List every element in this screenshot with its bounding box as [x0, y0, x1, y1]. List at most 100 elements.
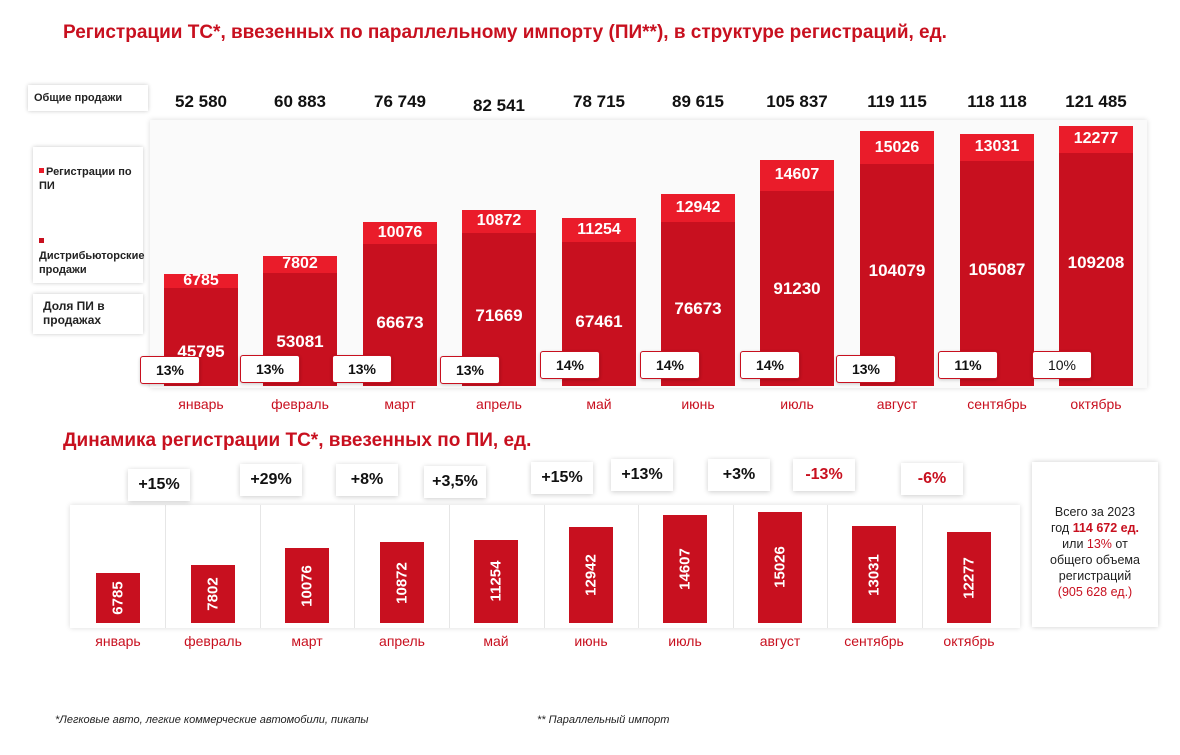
bar-pi-label: 10076 [377, 223, 423, 241]
pi-share-badge: 14% [540, 351, 600, 379]
column-divider [922, 505, 923, 628]
bar-pi [474, 539, 518, 623]
pi-share-badge: 13% [140, 356, 200, 384]
bar-distributor-label: 76673 [674, 299, 722, 319]
bar-pi-label: 7802 [282, 255, 318, 273]
bar-pi-label: 15026 [771, 546, 789, 589]
bar-pi [1059, 126, 1133, 153]
bar-pi-label: 10872 [476, 212, 522, 230]
summary-line4: общего объема [1050, 553, 1140, 567]
bar-distributor-label: 104079 [868, 261, 926, 281]
pi-share-badge: 14% [740, 351, 800, 379]
column-divider [354, 505, 355, 628]
change-badge: +8% [336, 464, 398, 496]
month-label: февраль [184, 633, 242, 649]
column-divider [449, 505, 450, 628]
summary-share: 13% [1086, 537, 1112, 551]
legend-pi-item: Регистрации по ПИ [39, 165, 139, 193]
legend-pi-share-label: Доля ПИ в продажах [43, 299, 105, 327]
pi-share-badge: 13% [440, 356, 500, 384]
summary-total-units: 114 672 ед. [1072, 521, 1140, 535]
month-label: март [291, 633, 323, 649]
total-sales-label: 60 883 [274, 92, 326, 111]
summary-line2-prefix: год [1050, 521, 1073, 535]
bar-pi [860, 131, 934, 164]
bar-distributor-label: 109208 [1067, 252, 1125, 272]
bar-pi-label: 12942 [675, 199, 721, 217]
bar-pi-label: 11254 [487, 560, 505, 602]
bar-pi [852, 526, 896, 623]
bar-pi [960, 133, 1034, 162]
legend-distributor-item: Дистрибьюторские продажи [39, 235, 144, 277]
summary-line5: регистраций [1058, 569, 1132, 583]
pi-share-badge: 13% [332, 355, 392, 383]
bar-pi [760, 159, 834, 192]
month-label: февраль [271, 396, 329, 412]
column-divider [165, 505, 166, 628]
column-divider [733, 505, 734, 628]
bar-pi-label: 12277 [1073, 130, 1119, 148]
month-label: май [586, 396, 612, 412]
bar-distributor-label: 91230 [773, 279, 821, 299]
total-sales-label: 89 615 [672, 92, 724, 111]
bar-distributor-label: 53081 [276, 332, 324, 352]
chart-title-main: Регистрации ТС*, ввезенных по параллельн… [63, 22, 947, 43]
bar-pi-label: 14607 [774, 166, 820, 184]
total-sales-label: 118 118 [967, 92, 1027, 111]
change-badge: -13% [793, 459, 855, 491]
bar-distributor [1059, 152, 1133, 386]
legend-series: Регистрации по ПИ Дистрибьюторские прода… [33, 147, 144, 283]
month-label: октябрь [1070, 396, 1122, 412]
month-label: июнь [681, 396, 715, 412]
bar-distributor-label: 105087 [968, 260, 1026, 280]
summary-box: Всего за 2023 год 114 672 ед. или 13% от… [1032, 462, 1158, 627]
summary-line3-prefix: или [1062, 537, 1087, 551]
change-badge: +3,5% [424, 466, 486, 498]
bar-pi [462, 209, 536, 233]
legend-pi-share: Доля ПИ в продажах [33, 294, 143, 334]
bar-pi-label: 6785 [109, 581, 127, 615]
bar-distributor [960, 161, 1034, 386]
column-divider [260, 505, 261, 628]
bar-pi [285, 548, 329, 623]
month-label: июль [780, 396, 814, 412]
bar-pi [96, 572, 140, 623]
bar-pi-label: 10872 [393, 561, 411, 604]
summary-line2: год 114 672 ед. [1036, 520, 1154, 536]
bar-distributor [860, 163, 934, 386]
bar-distributor-label: 66673 [376, 313, 424, 333]
month-label: август [759, 633, 801, 649]
bar-pi [661, 194, 735, 223]
change-badge: -6% [901, 463, 963, 495]
pi-share-badge: 11% [938, 351, 998, 379]
legend-pi-label: Регистрации по ПИ [39, 166, 132, 192]
month-label: сентябрь [967, 396, 1027, 412]
month-label: март [384, 396, 416, 412]
column-divider [638, 505, 639, 628]
footnote-vehicles: *Легковые авто, легкие коммерческие авто… [55, 714, 369, 726]
column-divider [827, 505, 828, 628]
month-label: август [876, 396, 918, 412]
bar-pi [380, 542, 424, 623]
legend-total-sales: Общие продажи [28, 85, 148, 111]
total-sales-label: 121 485 [1065, 92, 1127, 111]
pi-share-badge: 10% [1032, 351, 1092, 379]
month-label: январь [95, 633, 141, 649]
bar-pi [363, 221, 437, 244]
bar-pi-label: 12942 [582, 554, 600, 596]
bar-pi-label: 13031 [865, 553, 883, 596]
summary-total-registrations: (905 628 ед.) [1057, 585, 1133, 599]
bar-pi-label: 6785 [183, 271, 219, 289]
bar-pi-label: 13031 [974, 138, 1020, 156]
month-label: октябрь [943, 633, 995, 649]
total-sales-label: 105 837 [766, 92, 828, 111]
total-sales-label: 82 541 [473, 96, 525, 115]
total-sales-label: 52 580 [175, 92, 227, 111]
month-label: июнь [574, 633, 608, 649]
pi-share-badge: 13% [836, 355, 896, 383]
summary-line3-suffix: от [1111, 537, 1128, 551]
pi-share-badge: 13% [240, 355, 300, 383]
change-badge: +29% [240, 464, 302, 496]
bar-pi [263, 255, 337, 273]
bar-pi-label: 15026 [874, 138, 920, 156]
